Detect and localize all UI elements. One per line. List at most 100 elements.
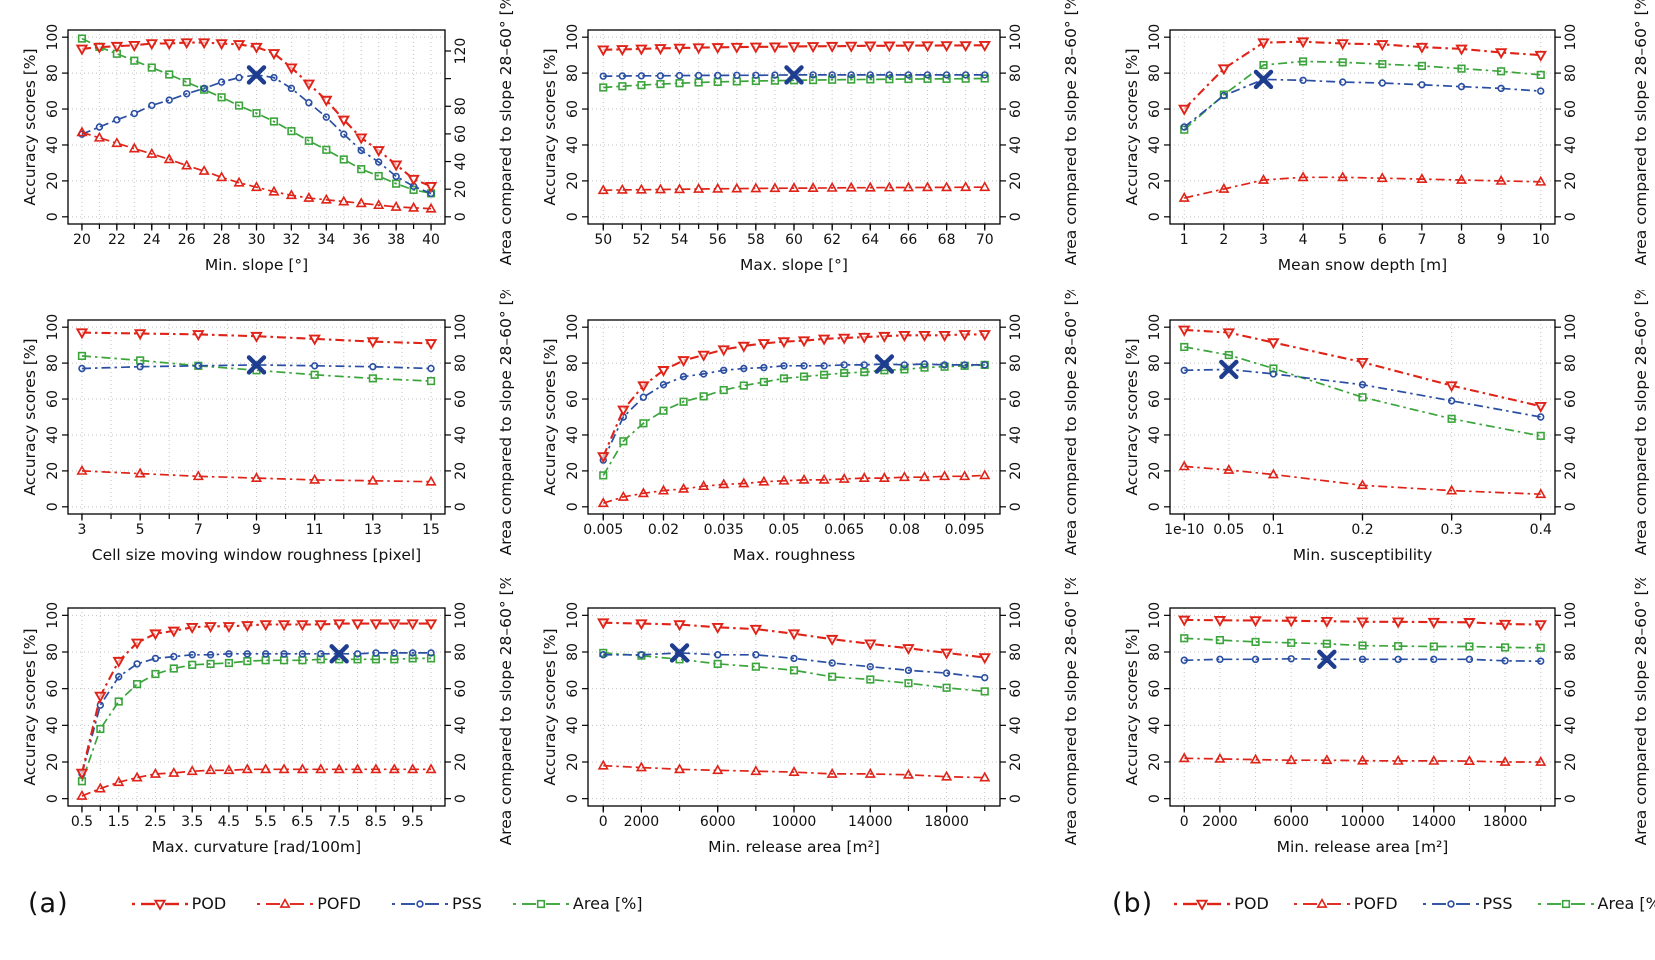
y-left-tick-label: 20	[45, 753, 61, 771]
area-marker	[1180, 634, 1189, 643]
y-right-tick-label: 80	[1563, 354, 1579, 372]
pss-marker	[305, 99, 313, 107]
pss-marker	[340, 130, 348, 138]
series-pss	[1180, 75, 1545, 131]
y-right-tick-label: 100	[1563, 314, 1579, 341]
pod-marker	[366, 337, 380, 349]
pofd-marker	[198, 164, 210, 175]
area-marker	[860, 367, 869, 377]
x-tick-label: 0.095	[945, 522, 985, 538]
pod-marker	[749, 42, 763, 54]
pofd-marker	[921, 181, 934, 192]
pod-marker	[806, 42, 820, 54]
area-line	[81, 657, 431, 782]
pod-marker	[1415, 42, 1429, 54]
y-left-tick-label: 60	[565, 100, 581, 118]
legend-item-pod: POD	[1173, 894, 1269, 913]
chosen-value-x-marker	[874, 354, 895, 374]
y-left-tick-label: 40	[45, 426, 61, 444]
pod-marker	[389, 160, 403, 172]
pss-marker	[1465, 655, 1474, 664]
pod-marker	[1391, 617, 1405, 629]
y-left-tick-label: 40	[565, 716, 581, 734]
pod-marker	[898, 331, 911, 342]
pod-marker	[730, 42, 744, 54]
pod-marker	[406, 619, 419, 631]
pss-marker	[885, 71, 894, 79]
y-right-tick-label: 0	[453, 794, 469, 803]
y-left-tick-label: 80	[565, 64, 581, 82]
pod-marker	[296, 620, 309, 632]
series-pss	[1180, 655, 1545, 665]
series-pod	[597, 41, 991, 57]
pss-marker	[961, 71, 970, 79]
pofd-marker	[1535, 755, 1547, 766]
pss-marker	[800, 362, 808, 370]
pofd-marker	[279, 897, 291, 908]
chosen-value-x-marker	[669, 643, 690, 663]
pofd-marker	[1223, 463, 1235, 474]
area-marker	[536, 899, 546, 908]
pss-marker	[1446, 899, 1455, 908]
y-right-tick-label: 80	[1008, 643, 1024, 661]
x-tick-label: 38	[387, 232, 405, 248]
pss-marker	[194, 362, 203, 370]
pofd-marker	[1376, 172, 1388, 183]
pofd-marker	[597, 184, 609, 195]
x-tick-label: 34	[317, 232, 335, 248]
pod-marker	[978, 41, 991, 52]
y-right-tick-label: 60	[1008, 100, 1024, 118]
legend-item-area: Area [%]	[512, 894, 643, 913]
x-tick-label: 24	[143, 232, 161, 248]
pod-marker	[1455, 44, 1468, 56]
x-tick-label: 20	[73, 232, 91, 248]
pofd-marker	[758, 475, 770, 486]
area-marker	[639, 419, 648, 428]
pofd-marker	[858, 472, 870, 482]
y-right-tick-label: 60	[1563, 100, 1579, 118]
y-right-tick-label: 20	[453, 180, 469, 198]
x-tick-label: 14000	[1412, 814, 1457, 830]
pofd-marker	[712, 182, 724, 193]
y-left-tick-label: 0	[45, 212, 61, 221]
y-right-tick-label: 0	[1008, 212, 1024, 221]
y-left-axis-title: Accuracy scores [%]	[541, 628, 559, 785]
area-marker	[269, 117, 279, 126]
pofd-marker	[878, 472, 890, 482]
area-marker	[368, 374, 377, 383]
pss-marker	[675, 71, 684, 80]
x-tick-label: 22	[108, 232, 126, 248]
pss-line	[603, 652, 985, 679]
pod-marker	[918, 331, 931, 342]
pss-marker	[353, 650, 362, 658]
series-pofd	[1178, 460, 1547, 499]
x-tick-label: 66	[900, 232, 918, 248]
x-tick-label: 0.3	[1440, 522, 1462, 538]
area-marker	[224, 658, 234, 668]
legend-item-label: PSS	[451, 894, 482, 913]
x-tick-label: 0.05	[1213, 522, 1244, 538]
area-series-icon	[512, 896, 570, 912]
pofd-marker	[1392, 754, 1404, 765]
pod-marker	[250, 331, 263, 343]
pofd-line	[1184, 757, 1541, 763]
y-left-tick-label: 100	[45, 24, 61, 51]
area-marker	[656, 79, 665, 89]
pofd-marker	[315, 763, 327, 774]
area-marker	[920, 363, 929, 372]
pofd-marker	[278, 763, 290, 774]
pofd-marker	[941, 770, 953, 781]
y-left-axis-title: Accuracy scores [%]	[21, 48, 39, 205]
pod-marker	[354, 133, 368, 145]
pss-marker	[900, 361, 909, 369]
pofd-marker	[1249, 753, 1262, 764]
pod-marker	[332, 619, 346, 631]
pss-marker	[298, 650, 307, 658]
y-right-tick-label: 40	[1563, 136, 1579, 154]
pod-marker	[1195, 899, 1209, 911]
y-left-axis-title: Accuracy scores [%]	[541, 48, 559, 205]
y-left-tick-label: 0	[1147, 794, 1163, 803]
area-marker	[942, 683, 951, 692]
pofd-marker	[1257, 173, 1270, 184]
y-right-axis-title: Area compared to slope 28–60° [%]	[1632, 0, 1650, 265]
